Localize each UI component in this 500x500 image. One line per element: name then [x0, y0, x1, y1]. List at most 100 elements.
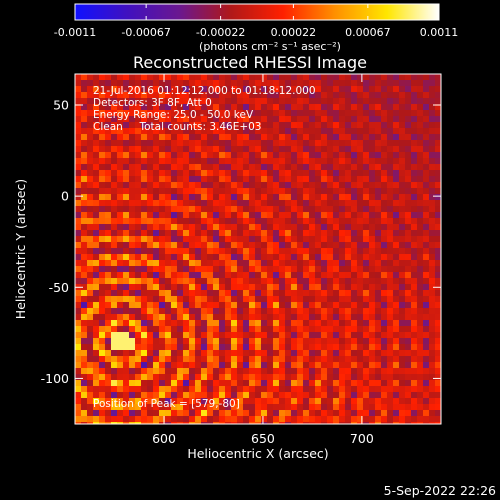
- heatmap-pixel: [219, 176, 225, 182]
- heatmap-pixel: [399, 302, 405, 308]
- heatmap-pixel: [255, 296, 261, 302]
- heatmap-pixel: [177, 122, 183, 128]
- heatmap-pixel: [183, 116, 189, 122]
- heatmap-pixel: [213, 350, 219, 356]
- heatmap-pixel: [261, 230, 267, 236]
- heatmap-pixel: [339, 134, 345, 140]
- heatmap-pixel: [93, 128, 99, 134]
- heatmap-pixel: [231, 152, 237, 158]
- heatmap-pixel: [333, 236, 339, 242]
- heatmap-pixel: [405, 176, 411, 182]
- heatmap-pixel: [237, 170, 243, 176]
- heatmap-pixel: [177, 152, 183, 158]
- heatmap-pixel: [369, 170, 375, 176]
- heatmap-pixel: [189, 158, 195, 164]
- heatmap-pixel: [123, 170, 129, 176]
- heatmap-pixel: [309, 200, 315, 206]
- heatmap-pixel: [429, 422, 435, 424]
- heatmap-pixel: [417, 194, 423, 200]
- heatmap-pixel: [183, 356, 189, 362]
- heatmap-pixel: [189, 314, 195, 320]
- heatmap-pixel: [243, 284, 249, 290]
- heatmap-pixel: [135, 332, 141, 338]
- heatmap-pixel: [165, 146, 171, 152]
- heatmap-pixel: [105, 98, 111, 104]
- heatmap-pixel: [243, 416, 249, 422]
- heatmap-pixel: [225, 74, 231, 80]
- heatmap-pixel: [255, 140, 261, 146]
- heatmap-pixel: [243, 170, 249, 176]
- heatmap-pixel: [207, 176, 213, 182]
- heatmap-pixel: [87, 368, 93, 374]
- heatmap-pixel: [183, 362, 189, 368]
- heatmap-pixel: [183, 92, 189, 98]
- heatmap-pixel: [111, 272, 117, 278]
- heatmap-pixel: [111, 308, 117, 314]
- heatmap-pixel: [321, 392, 327, 398]
- heatmap-pixel: [405, 380, 411, 386]
- heatmap-pixel: [87, 164, 93, 170]
- heatmap-pixel: [399, 338, 405, 344]
- heatmap-pixel: [399, 386, 405, 392]
- heatmap-pixel: [423, 392, 429, 398]
- heatmap-pixel: [147, 344, 153, 350]
- heatmap-pixel: [345, 296, 351, 302]
- heatmap-pixel: [363, 374, 369, 380]
- heatmap-pixel: [231, 296, 237, 302]
- heatmap-pixel: [423, 236, 429, 242]
- heatmap-pixel: [393, 122, 399, 128]
- heatmap-pixel: [255, 212, 261, 218]
- heatmap-pixel: [285, 302, 291, 308]
- heatmap-pixel: [315, 278, 321, 284]
- heatmap-pixel: [87, 224, 93, 230]
- heatmap-pixel: [375, 176, 381, 182]
- heatmap-pixel: [405, 368, 411, 374]
- heatmap-pixel: [183, 404, 189, 410]
- heatmap-pixel: [381, 140, 387, 146]
- heatmap-pixel: [279, 80, 285, 86]
- heatmap-pixel: [309, 104, 315, 110]
- heatmap-pixel: [435, 320, 441, 326]
- heatmap-pixel: [351, 230, 357, 236]
- heatmap-pixel: [351, 332, 357, 338]
- heatmap-pixel: [81, 320, 87, 326]
- heatmap-pixel: [369, 152, 375, 158]
- heatmap-pixel: [297, 170, 303, 176]
- heatmap-pixel: [429, 152, 435, 158]
- heatmap-pixel: [159, 200, 165, 206]
- heatmap-pixel: [213, 134, 219, 140]
- heatmap-pixel: [153, 398, 159, 404]
- heatmap-pixel: [87, 140, 93, 146]
- heatmap-pixel: [105, 236, 111, 242]
- heatmap-pixel: [231, 284, 237, 290]
- heatmap-pixel: [423, 422, 429, 424]
- heatmap-pixel: [81, 284, 87, 290]
- heatmap-pixel: [213, 80, 219, 86]
- heatmap-pixel: [231, 224, 237, 230]
- heatmap-pixel: [183, 242, 189, 248]
- heatmap-pixel: [249, 356, 255, 362]
- heatmap-pixel: [249, 260, 255, 266]
- heatmap-pixel: [213, 314, 219, 320]
- heatmap-pixel: [135, 320, 141, 326]
- heatmap-pixel: [93, 416, 99, 422]
- heatmap-pixel: [393, 368, 399, 374]
- heatmap-pixel: [237, 236, 243, 242]
- heatmap-pixel: [267, 122, 273, 128]
- heatmap-pixel: [279, 110, 285, 116]
- heatmap-pixel: [225, 272, 231, 278]
- heatmap-pixel: [291, 86, 297, 92]
- heatmap-pixel: [417, 134, 423, 140]
- heatmap-pixel: [99, 92, 105, 98]
- heatmap-pixel: [303, 308, 309, 314]
- heatmap-pixel: [333, 332, 339, 338]
- heatmap-pixel: [291, 146, 297, 152]
- heatmap-pixel: [117, 368, 123, 374]
- heatmap-pixel: [183, 410, 189, 416]
- heatmap-pixel: [219, 392, 225, 398]
- heatmap-pixel: [261, 356, 267, 362]
- heatmap-pixel: [219, 374, 225, 380]
- heatmap-pixel: [279, 164, 285, 170]
- heatmap-pixel: [399, 230, 405, 236]
